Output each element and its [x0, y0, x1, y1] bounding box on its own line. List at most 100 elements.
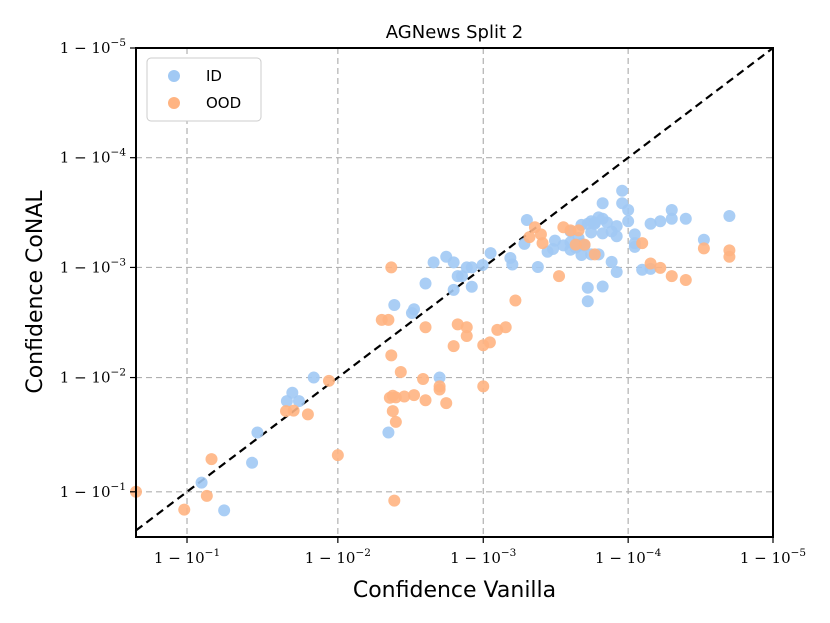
point-ood — [382, 313, 395, 326]
x-tick-label: 1 − 10−5 — [740, 547, 806, 567]
y-axis-label: Confidence CoNAL — [23, 190, 48, 394]
point-id — [665, 212, 678, 225]
point-id — [433, 371, 446, 384]
point-id — [622, 215, 635, 228]
point-id — [679, 212, 692, 225]
point-id — [382, 426, 395, 439]
point-ood — [460, 321, 473, 334]
point-ood — [572, 224, 585, 237]
point-id — [665, 204, 678, 217]
point-ood — [636, 237, 649, 250]
point-ood — [723, 250, 736, 263]
y-tick-label: 1 − 10−5 — [60, 37, 126, 57]
point-id — [610, 230, 623, 243]
y-tick-label: 1 − 10−1 — [60, 481, 126, 501]
point-id — [644, 217, 657, 230]
point-ood — [205, 453, 218, 466]
x-tick-label: 1 − 10−3 — [450, 547, 516, 567]
point-id — [251, 426, 264, 439]
point-ood — [433, 380, 446, 393]
chart-title: AGNews Split 2 — [386, 22, 523, 43]
point-id — [628, 228, 641, 241]
grid-lines — [136, 48, 773, 537]
point-ood — [398, 390, 411, 403]
point-ood — [654, 261, 667, 274]
point-id — [592, 211, 605, 224]
point-ood — [534, 228, 547, 241]
reference-line — [135, 47, 774, 532]
point-ood — [697, 242, 710, 255]
point-id — [605, 255, 618, 268]
point-ood — [385, 349, 398, 362]
point-ood — [523, 231, 536, 244]
point-ood — [386, 405, 399, 418]
point-id — [447, 283, 460, 296]
point-id — [531, 260, 544, 273]
point-ood — [388, 494, 401, 507]
point-ood — [451, 318, 464, 331]
point-ood — [200, 489, 213, 502]
point-ood — [394, 365, 407, 378]
point-id — [476, 258, 489, 271]
point-ood — [417, 372, 430, 385]
point-ood — [385, 261, 398, 274]
point-id — [616, 184, 629, 197]
point-id — [596, 280, 609, 293]
point-id — [506, 258, 519, 271]
point-id — [388, 299, 401, 312]
point-ood — [447, 340, 460, 353]
point-ood — [408, 389, 421, 402]
point-id — [246, 456, 259, 469]
point-ood — [331, 449, 344, 462]
point-ood — [322, 374, 335, 387]
y-tick-label: 1 − 10−2 — [60, 367, 126, 387]
legend-marker-id — [168, 70, 180, 82]
point-ood — [178, 503, 191, 516]
point-id — [596, 227, 609, 240]
point-id — [610, 220, 623, 233]
point-id — [596, 197, 609, 210]
x-axis-ticks: 1 − 10−1 1 − 10−2 1 − 10−3 1 − 10−4 1 − 10−5 — [154, 537, 806, 567]
point-ood — [569, 238, 582, 251]
point-ood — [477, 380, 490, 393]
point-id — [419, 277, 432, 290]
point-id — [292, 395, 305, 408]
point-ood — [460, 329, 473, 342]
point-id — [195, 476, 208, 489]
point-id — [286, 386, 299, 399]
point-id — [447, 256, 460, 269]
point-id — [581, 295, 594, 308]
point-ood — [419, 394, 432, 407]
point-id — [465, 280, 478, 293]
x-tick-label: 1 − 10−1 — [154, 547, 220, 567]
point-id — [427, 256, 440, 269]
point-ood — [389, 415, 402, 428]
point-id — [654, 215, 667, 228]
x-axis-label: Confidence Vanilla — [353, 578, 556, 603]
point-ood — [419, 321, 432, 334]
point-id — [408, 303, 421, 316]
point-ood — [679, 273, 692, 286]
point-ood — [440, 397, 453, 410]
point-id — [465, 261, 478, 274]
point-ood — [499, 321, 512, 334]
point-id — [575, 248, 588, 261]
point-id — [610, 265, 623, 278]
legend-marker-ood — [168, 97, 180, 109]
point-id — [218, 504, 231, 517]
identity-line — [135, 47, 774, 532]
point-ood — [644, 257, 657, 270]
point-id — [581, 281, 594, 294]
point-ood — [553, 270, 566, 283]
point-id — [484, 247, 497, 260]
legend-box — [146, 57, 262, 122]
point-id — [520, 214, 533, 227]
point-ood — [509, 294, 522, 307]
legend-label-ood: OOD — [206, 94, 241, 112]
y-tick-label: 1 − 10−4 — [60, 147, 127, 167]
point-ood — [483, 336, 496, 349]
data-points — [130, 184, 736, 517]
plot-frame — [135, 47, 774, 538]
point-ood — [665, 270, 678, 283]
